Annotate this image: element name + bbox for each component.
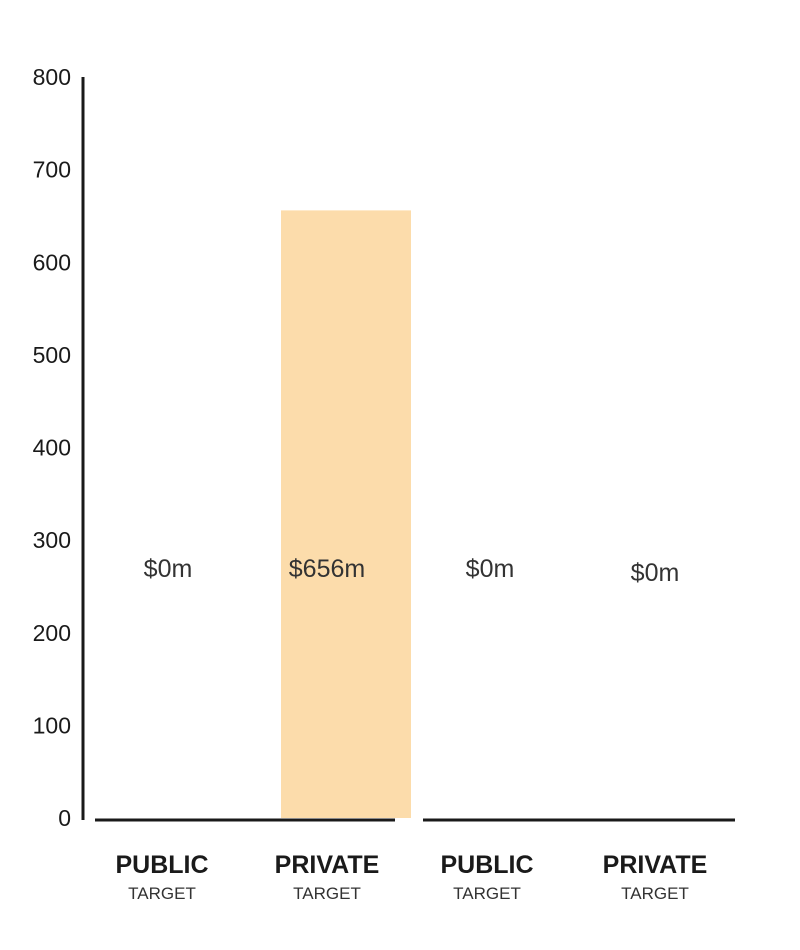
category-sublabel: TARGET xyxy=(128,884,196,903)
category-sublabel: TARGET xyxy=(453,884,521,903)
value-labels: $0m $656m $0m $0m xyxy=(144,555,680,587)
category-label: PUBLIC xyxy=(440,851,533,879)
category-label: PUBLIC xyxy=(115,851,208,879)
bar xyxy=(281,210,411,818)
bar-value-label: $0m xyxy=(631,559,680,587)
bars xyxy=(281,210,411,818)
category-sublabel: TARGET xyxy=(621,884,689,903)
category-label: PRIVATE xyxy=(275,851,380,879)
y-tick-label: 700 xyxy=(33,157,71,183)
y-tick-label: 500 xyxy=(33,342,71,368)
y-tick-label: 600 xyxy=(33,249,71,275)
y-axis-ticks: 0 100 200 300 400 500 600 700 800 xyxy=(33,64,71,831)
y-tick-label: 0 xyxy=(58,805,71,831)
bar-value-label: $0m xyxy=(144,555,193,583)
y-tick-label: 800 xyxy=(33,64,71,90)
category-label: PRIVATE xyxy=(603,851,708,879)
bar-value-label: $656m xyxy=(289,555,365,583)
category-labels: PUBLIC TARGET PRIVATE TARGET PUBLIC TARGET PRI… xyxy=(115,851,707,903)
y-tick-label: 200 xyxy=(33,620,71,646)
category-sublabel: TARGET xyxy=(293,884,361,903)
y-tick-label: 100 xyxy=(33,712,71,738)
bar-value-label: $0m xyxy=(466,555,515,583)
y-tick-label: 400 xyxy=(33,435,71,461)
y-tick-label: 300 xyxy=(33,527,71,553)
